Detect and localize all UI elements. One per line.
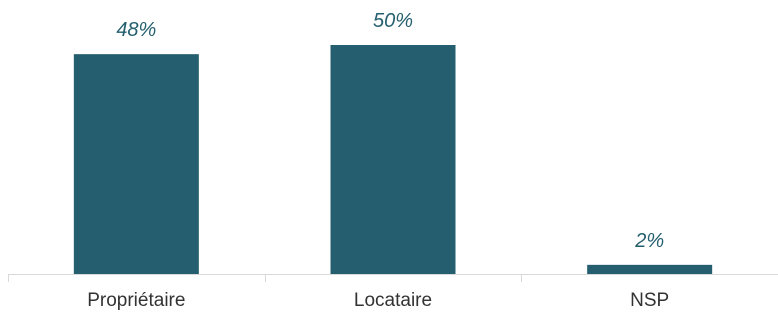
data-label-proprietaire: 48% [116, 19, 156, 41]
bars-layer [73, 45, 713, 274]
bar-nsp [587, 264, 713, 274]
bar-locataire [330, 45, 456, 274]
bar-proprietaire [73, 54, 199, 274]
data-label-nsp: 2% [634, 230, 664, 252]
data-labels-layer: 48% 50% 2% [116, 10, 664, 252]
category-label-proprietaire: Propriétaire [87, 290, 185, 311]
category-label-locataire: Locataire [354, 290, 432, 311]
x-axis: Propriétaire Locataire NSP [8, 274, 778, 311]
category-label-nsp: NSP [630, 290, 669, 311]
data-label-locataire: 50% [373, 10, 413, 32]
